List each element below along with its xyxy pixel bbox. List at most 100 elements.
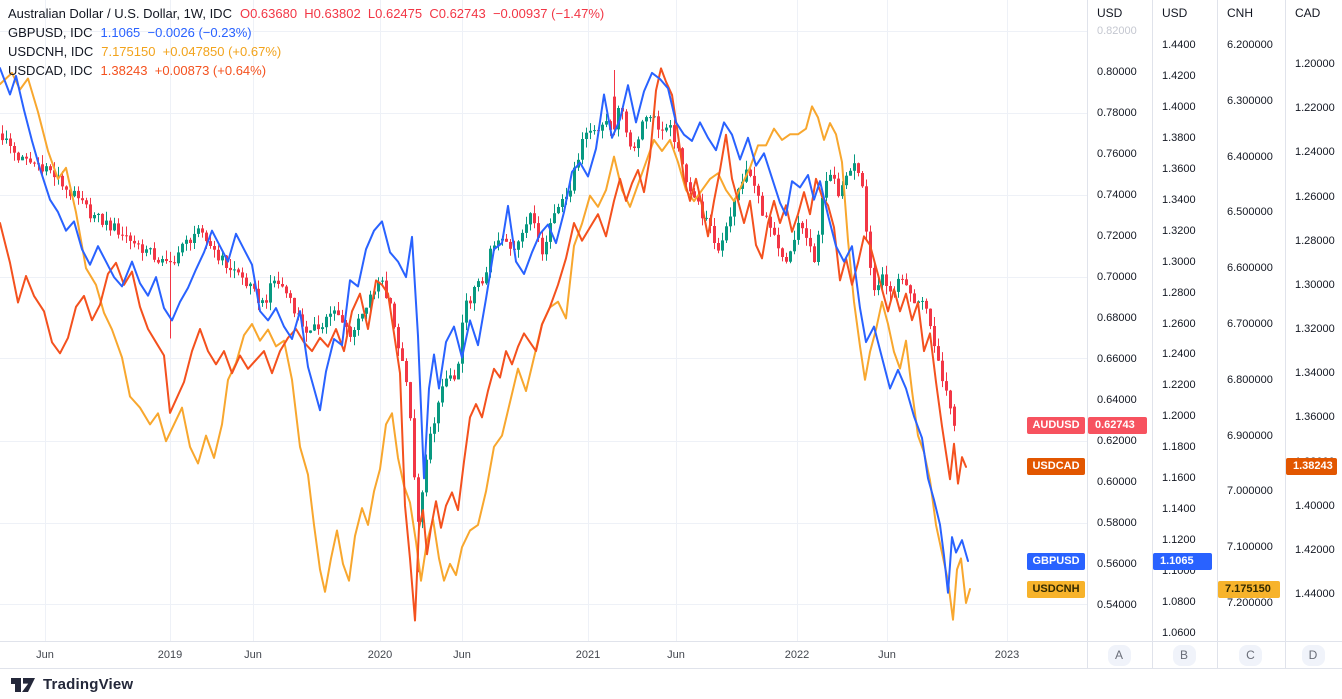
usdcnh-line[interactable] bbox=[0, 71, 971, 621]
series-pill-audusd: AUDUSD bbox=[1027, 417, 1085, 435]
price-tick: 0.82000 bbox=[1097, 25, 1137, 37]
footer: TradingView bbox=[0, 670, 1342, 699]
price-tick: 0.70000 bbox=[1097, 271, 1137, 283]
price-tick: 1.3800 bbox=[1162, 131, 1196, 144]
price-tick: 0.76000 bbox=[1097, 148, 1137, 160]
usdcad-line[interactable] bbox=[0, 67, 967, 622]
price-tick: 6.800000 bbox=[1227, 373, 1273, 386]
price-scale-gbp[interactable]: USD 1.4400 1.4200 1.4000 1.3800 1.3600 1.3400 1… bbox=[1152, 0, 1217, 669]
price-tick: 1.1800 bbox=[1162, 441, 1196, 454]
price-tick: 1.3400 bbox=[1162, 193, 1196, 206]
price-tick: 1.1200 bbox=[1162, 534, 1196, 547]
price-scale-header: CNH bbox=[1227, 6, 1253, 20]
price-tick: 1.3600 bbox=[1162, 162, 1196, 175]
price-tick: 1.1600 bbox=[1162, 472, 1196, 485]
price-scale-header: USD bbox=[1097, 6, 1123, 20]
legend-values: 1.38243 +0.00873 (+0.64%) bbox=[100, 63, 267, 78]
time-axis-label: Jun bbox=[878, 649, 896, 661]
price-tick: 1.2200 bbox=[1162, 379, 1196, 392]
price-tick: 1.1400 bbox=[1162, 503, 1196, 516]
price-scale-cad[interactable]: CAD 1.20000 1.22000 1.24000 1.26000 1.28000 1.… bbox=[1285, 0, 1342, 669]
price-tick: 1.22000 bbox=[1295, 102, 1335, 115]
price-tick: 1.30000 bbox=[1295, 278, 1335, 291]
price-scale-header: CAD bbox=[1295, 6, 1321, 20]
time-axis-label: 2022 bbox=[784, 649, 810, 661]
legend-symbol-title[interactable]: USDCAD, IDC bbox=[8, 63, 93, 78]
scale-button-c[interactable]: C bbox=[1239, 645, 1262, 666]
gbpusd-line[interactable] bbox=[0, 67, 969, 594]
legend-row-audusd[interactable]: Australian Dollar / U.S. Dollar, 1W, IDC… bbox=[8, 4, 604, 23]
price-tick: 0.54000 bbox=[1097, 599, 1137, 611]
time-axis-label: 2021 bbox=[575, 649, 601, 661]
price-tick: 1.40000 bbox=[1295, 499, 1335, 512]
time-axis-label: Jun bbox=[667, 649, 685, 661]
legend-values: 7.175150 +0.047850 (+0.67%) bbox=[101, 44, 282, 59]
series-pill-usdcnh: USDCNH bbox=[1027, 580, 1085, 598]
price-tick: 0.72000 bbox=[1097, 230, 1137, 242]
time-axis-label: 2019 bbox=[157, 649, 183, 661]
price-tick: 1.36000 bbox=[1295, 411, 1335, 424]
chart-plot-area[interactable] bbox=[0, 0, 1087, 641]
price-tick: 0.78000 bbox=[1097, 107, 1137, 119]
price-tick: 1.2600 bbox=[1162, 317, 1196, 330]
price-tick: 1.0600 bbox=[1162, 627, 1196, 639]
price-tick: 1.2800 bbox=[1162, 286, 1196, 299]
price-tick: 1.26000 bbox=[1295, 190, 1335, 203]
price-tick: 0.58000 bbox=[1097, 517, 1137, 529]
time-axis-label: Jun bbox=[36, 649, 54, 661]
audusd-candles bbox=[1, 70, 956, 573]
time-axis-label: 2020 bbox=[367, 649, 393, 661]
price-tick: 1.32000 bbox=[1295, 323, 1335, 335]
price-marker-audusd: 0.62743 bbox=[1088, 417, 1147, 435]
price-tick: 6.900000 bbox=[1227, 429, 1273, 442]
price-tick: 1.4400 bbox=[1162, 39, 1196, 51]
price-tick: 1.3000 bbox=[1162, 255, 1196, 268]
price-tick: 7.000000 bbox=[1227, 485, 1273, 498]
scale-button-a[interactable]: A bbox=[1107, 645, 1131, 666]
legend-row-usdcnh[interactable]: USDCNH, IDC 7.175150 +0.047850 (+0.67%) bbox=[8, 42, 604, 61]
price-tick: 0.68000 bbox=[1097, 312, 1137, 324]
tradingview-brand[interactable]: TradingView bbox=[43, 676, 134, 693]
price-tick: 1.42000 bbox=[1295, 543, 1335, 556]
time-axis[interactable]: A B C D Jun 2019 Jun 2020 Jun 2021 Jun 2022 Jun 2023 bbox=[0, 641, 1342, 669]
legend-symbol-title[interactable]: GBPUSD, IDC bbox=[8, 25, 93, 40]
legend-values: O0.63680 H0.63802 L0.62475 C0.62743 −0.0… bbox=[239, 6, 605, 21]
price-scale-aud[interactable]: USD 0.82000 0.80000 0.78000 0.76000 0.74000 0.… bbox=[1087, 0, 1152, 669]
series-pill-usdcad: USDCAD bbox=[1027, 458, 1085, 476]
price-tick: 1.4200 bbox=[1162, 69, 1196, 82]
legend-symbol-title[interactable]: USDCNH, IDC bbox=[8, 44, 94, 59]
price-tick: 1.24000 bbox=[1295, 146, 1335, 159]
price-tick: 0.66000 bbox=[1097, 353, 1137, 365]
price-tick: 6.500000 bbox=[1227, 206, 1273, 219]
price-marker-usdcad: 1.38243 bbox=[1286, 458, 1337, 476]
price-tick: 6.200000 bbox=[1227, 39, 1273, 51]
time-axis-label: Jun bbox=[244, 649, 262, 661]
legend-symbol-title[interactable]: Australian Dollar / U.S. Dollar, 1W, IDC bbox=[8, 6, 232, 21]
price-tick: 0.64000 bbox=[1097, 394, 1137, 406]
tradingview-logo-icon[interactable] bbox=[10, 674, 36, 696]
price-tick: 1.28000 bbox=[1295, 234, 1335, 247]
time-axis-label: 2023 bbox=[994, 649, 1020, 661]
price-tick: 0.56000 bbox=[1097, 558, 1137, 570]
price-tick: 1.0800 bbox=[1162, 596, 1196, 609]
price-scale-cnh[interactable]: CNH 6.200000 6.300000 6.400000 6.500000 6.600… bbox=[1217, 0, 1285, 669]
price-tick: 1.2400 bbox=[1162, 348, 1196, 361]
price-tick: 6.400000 bbox=[1227, 150, 1273, 163]
price-tick: 1.2000 bbox=[1162, 410, 1196, 423]
price-tick: 6.300000 bbox=[1227, 94, 1273, 107]
legend-row-gbpusd[interactable]: GBPUSD, IDC 1.1065 −0.0026 (−0.23%) bbox=[8, 23, 604, 42]
scale-button-d[interactable]: D bbox=[1301, 645, 1325, 666]
time-axis-label: Jun bbox=[453, 649, 471, 661]
legend-row-usdcad[interactable]: USDCAD, IDC 1.38243 +0.00873 (+0.64%) bbox=[8, 61, 604, 80]
scale-button-b[interactable]: B bbox=[1172, 645, 1196, 666]
price-tick: 6.700000 bbox=[1227, 318, 1273, 330]
series-pill-gbpusd: GBPUSD bbox=[1027, 552, 1085, 570]
legend-values: 1.1065 −0.0026 (−0.23%) bbox=[100, 25, 252, 40]
price-tick: 0.74000 bbox=[1097, 189, 1137, 201]
price-tick: 0.62000 bbox=[1097, 435, 1137, 447]
price-tick: 7.200000 bbox=[1227, 597, 1273, 609]
price-marker-gbpusd: 1.1065 bbox=[1153, 552, 1212, 570]
legend: Australian Dollar / U.S. Dollar, 1W, IDC… bbox=[8, 4, 604, 80]
price-scale-header: USD bbox=[1162, 6, 1188, 20]
